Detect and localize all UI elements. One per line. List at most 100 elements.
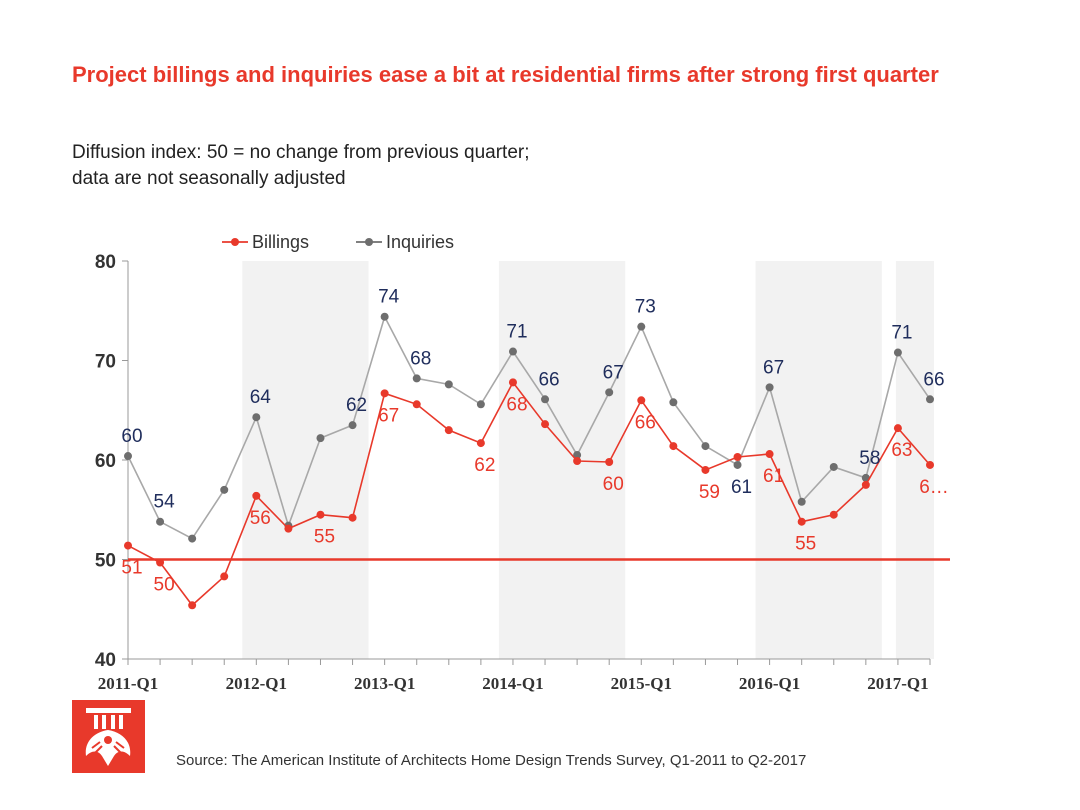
billings-data-label: 68 bbox=[506, 394, 527, 415]
inquiries-point bbox=[733, 460, 742, 469]
inquiries-data-label: 68 bbox=[410, 348, 431, 369]
billings-point bbox=[508, 378, 517, 387]
inquiries-data-label: 61 bbox=[731, 477, 752, 498]
billings-point bbox=[541, 420, 550, 429]
inquiries-point bbox=[220, 485, 229, 494]
y-tick-label: 60 bbox=[95, 451, 116, 472]
x-tick-label: 2016-Q1 bbox=[739, 674, 800, 693]
billings-data-label: 66 bbox=[635, 412, 656, 433]
subtitle-line-1: Diffusion index: 50 = no change from pre… bbox=[72, 142, 530, 163]
aia-eagle-logo bbox=[72, 700, 145, 773]
billings-point bbox=[412, 400, 421, 409]
inquiries-point bbox=[412, 374, 421, 383]
y-tick-label: 40 bbox=[95, 650, 116, 671]
inquiries-point bbox=[605, 388, 614, 397]
legend-swatch-marker-billings bbox=[231, 238, 239, 246]
billings-data-label: 63 bbox=[891, 440, 912, 461]
inquiries-data-label: 60 bbox=[121, 426, 142, 447]
inquiries-point bbox=[380, 312, 389, 321]
inquiries-point bbox=[476, 400, 485, 409]
billings-point bbox=[893, 424, 902, 433]
y-tick-label: 70 bbox=[95, 352, 116, 373]
x-tick-label: 2014-Q1 bbox=[482, 674, 543, 693]
inquiries-point bbox=[348, 421, 357, 430]
inquiries-point bbox=[444, 380, 453, 389]
inquiries-data-label: 74 bbox=[378, 287, 400, 308]
billings-data-label: 56 bbox=[250, 508, 271, 529]
inquiries-data-label: 71 bbox=[891, 323, 912, 344]
billings-point bbox=[573, 456, 582, 465]
inquiries-point bbox=[926, 395, 934, 404]
billings-data-label: 62 bbox=[474, 455, 495, 476]
billings-data-label: 55 bbox=[314, 527, 335, 548]
billings-data-label: 51 bbox=[121, 558, 142, 579]
inquiries-point bbox=[188, 534, 197, 543]
billings-point bbox=[861, 480, 870, 489]
billings-data-label: 6… bbox=[919, 477, 949, 498]
inquiries-data-label: 67 bbox=[603, 362, 624, 383]
billings-point bbox=[156, 558, 165, 567]
billings-point bbox=[476, 439, 485, 448]
billings-point bbox=[348, 513, 357, 522]
chart-title: Project billings and inquiries ease a bi… bbox=[72, 62, 939, 87]
billings-point bbox=[284, 524, 293, 533]
inquiries-data-label: 66 bbox=[923, 369, 944, 390]
inquiries-point bbox=[637, 322, 646, 331]
source-note: Source: The American Institute of Archit… bbox=[176, 752, 807, 769]
eagle-icon bbox=[85, 708, 131, 766]
x-tick-label: 2015-Q1 bbox=[611, 674, 672, 693]
inquiries-data-label: 66 bbox=[538, 369, 559, 390]
billings-data-label: 61 bbox=[763, 466, 784, 487]
billings-point bbox=[380, 389, 389, 398]
inquiries-data-label: 58 bbox=[859, 448, 880, 469]
billings-point bbox=[926, 460, 934, 469]
inquiries-data-label: 62 bbox=[346, 395, 367, 416]
shaded-band-2014 bbox=[498, 261, 626, 659]
billings-data-label: 67 bbox=[378, 405, 399, 426]
inquiries-point bbox=[508, 347, 517, 356]
inquiries-point bbox=[669, 398, 678, 407]
billings-point bbox=[669, 442, 678, 451]
inquiries-point bbox=[797, 497, 806, 506]
billings-point bbox=[829, 510, 838, 519]
billings-data-label: 60 bbox=[603, 474, 624, 495]
billings-data-label: 55 bbox=[795, 534, 816, 555]
inquiries-data-label: 64 bbox=[250, 387, 272, 408]
inquiries-series-line bbox=[127, 314, 931, 540]
x-tick-label: 2013-Q1 bbox=[354, 674, 415, 693]
shaded-band-2017 bbox=[895, 261, 934, 659]
legend-swatch-marker-inquiries bbox=[365, 238, 373, 246]
x-tick-label: 2017-Q1 bbox=[867, 674, 928, 693]
inquiries-point bbox=[893, 348, 902, 357]
billings-point bbox=[444, 426, 453, 435]
chart-subtitle: Diffusion index: 50 = no change from pre… bbox=[72, 140, 530, 192]
subtitle-line-2: data are not seasonally adjusted bbox=[72, 168, 346, 189]
shaded-band-2016 bbox=[755, 261, 882, 659]
inquiries-point bbox=[541, 395, 550, 404]
inquiries-point bbox=[701, 442, 710, 451]
billings-point bbox=[733, 453, 742, 462]
billings-point bbox=[605, 457, 614, 466]
shaded-band-2012 bbox=[242, 261, 369, 659]
billings-series-line bbox=[127, 380, 931, 607]
inquiries-data-label: 54 bbox=[154, 492, 176, 513]
y-tick-label: 80 bbox=[95, 252, 116, 273]
y-tick-label: 50 bbox=[95, 551, 116, 572]
billings-point bbox=[220, 572, 229, 581]
inquiries-point bbox=[573, 451, 582, 460]
inquiries-point bbox=[316, 434, 325, 443]
billings-point bbox=[316, 510, 325, 519]
inquiries-point bbox=[252, 413, 261, 422]
billings-point bbox=[797, 517, 806, 526]
legend-label-inquiries: Inquiries bbox=[386, 232, 454, 252]
billings-point bbox=[188, 601, 197, 610]
billings-point bbox=[252, 491, 261, 500]
legend-label-billings: Billings bbox=[252, 232, 309, 252]
inquiries-data-label: 73 bbox=[635, 297, 656, 318]
inquiries-point bbox=[124, 452, 132, 461]
inquiries-point bbox=[156, 517, 165, 526]
billings-point bbox=[701, 465, 710, 474]
billings-data-label: 59 bbox=[699, 482, 720, 503]
billings-data-label: 50 bbox=[154, 574, 175, 595]
inquiries-data-label: 71 bbox=[506, 322, 527, 343]
